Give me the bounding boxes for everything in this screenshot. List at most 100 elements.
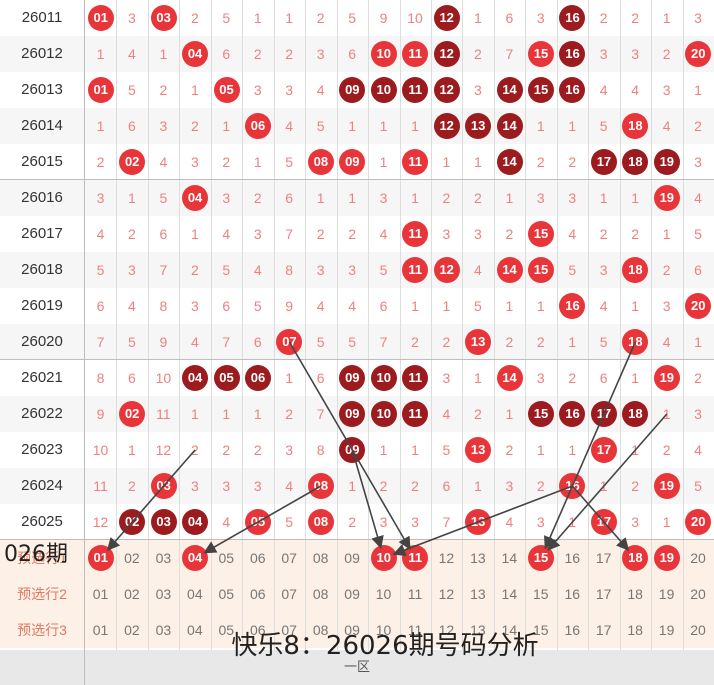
miss-count: 3	[505, 478, 514, 494]
prediction-cell[interactable]: 14	[501, 622, 518, 638]
prediction-cell[interactable]: 14	[501, 586, 518, 602]
drawn-ball: 14	[496, 77, 523, 103]
prediction-cell[interactable]: 13	[470, 586, 486, 602]
prediction-cell[interactable]: 07	[281, 622, 297, 638]
picked-ball[interactable]: 15	[528, 545, 555, 571]
drawn-ball: 13	[465, 509, 492, 535]
miss-count: 2	[473, 406, 482, 422]
prediction-cell[interactable]: 13	[470, 550, 486, 566]
column-divider	[84, 0, 85, 650]
prediction-cell[interactable]: 05	[218, 622, 235, 638]
miss-count: 10	[407, 10, 423, 26]
prediction-cell[interactable]: 03	[155, 586, 172, 602]
drawn-ball: 15	[528, 221, 555, 247]
miss-count: 5	[568, 262, 577, 278]
prediction-cell[interactable]: 07	[281, 586, 297, 602]
miss-count: 4	[662, 118, 671, 134]
prediction-cell[interactable]: 06	[249, 586, 266, 602]
prediction-cell[interactable]: 20	[690, 622, 706, 638]
prediction-cell[interactable]: 19	[658, 622, 675, 638]
miss-count: 4	[285, 478, 294, 494]
prediction-cell[interactable]: 08	[312, 550, 329, 566]
miss-count: 2	[662, 46, 671, 62]
prediction-cell[interactable]: 06	[249, 622, 266, 638]
prediction-cell[interactable]: 03	[155, 622, 172, 638]
drawn-ball: 11	[402, 257, 429, 283]
picked-ball[interactable]: 10	[370, 545, 397, 571]
prediction-cell[interactable]: 05	[218, 550, 235, 566]
prediction-cell[interactable]: 14	[501, 550, 518, 566]
prediction-cell[interactable]: 15	[533, 622, 549, 638]
prediction-cell[interactable]: 12	[438, 622, 455, 638]
miss-count: 1	[473, 154, 482, 170]
prediction-cell[interactable]: 17	[595, 586, 612, 602]
drawn-ball: 06	[244, 113, 271, 139]
prediction-cell[interactable]: 20	[690, 586, 706, 602]
draw-row	[0, 180, 714, 216]
miss-count: 1	[253, 10, 262, 26]
miss-count: 2	[316, 226, 325, 242]
prediction-cell[interactable]: 05	[218, 586, 235, 602]
prediction-cell[interactable]: 02	[124, 550, 140, 566]
issue-label: 26022	[21, 405, 63, 422]
prediction-cell[interactable]: 01	[92, 622, 109, 638]
prediction-row-label: 预选行1	[17, 550, 67, 566]
prediction-cell[interactable]: 08	[312, 586, 329, 602]
prediction-cell[interactable]: 15	[533, 586, 549, 602]
prediction-cell[interactable]: 02	[124, 622, 140, 638]
prediction-cell[interactable]: 03	[155, 550, 172, 566]
miss-count: 3	[536, 10, 545, 26]
prediction-cell[interactable]: 02	[124, 586, 140, 602]
miss-count: 7	[285, 226, 294, 242]
prediction-cell[interactable]: 11	[407, 586, 423, 602]
drawn-ball: 08	[307, 509, 334, 535]
prediction-cell[interactable]: 12	[438, 550, 455, 566]
miss-count: 1	[379, 442, 388, 458]
prediction-cell[interactable]: 10	[375, 622, 392, 638]
prediction-cell[interactable]: 16	[564, 586, 581, 602]
picked-ball[interactable]: 19	[653, 545, 680, 571]
prediction-cell[interactable]: 16	[564, 550, 581, 566]
miss-count: 4	[253, 262, 262, 278]
prediction-cell[interactable]: 16	[564, 622, 581, 638]
drawn-ball: 17	[590, 149, 617, 175]
miss-count: 2	[536, 154, 545, 170]
prediction-cell[interactable]: 20	[690, 550, 706, 566]
prediction-cell[interactable]: 17	[595, 622, 612, 638]
prediction-cell[interactable]: 09	[344, 586, 360, 602]
issue-label: 26023	[21, 441, 63, 458]
prediction-cell[interactable]: 06	[249, 550, 266, 566]
prediction-cell[interactable]: 09	[344, 550, 360, 566]
miss-count: 4	[694, 442, 702, 458]
picked-ball[interactable]: 04	[182, 545, 209, 571]
miss-count: 4	[473, 262, 482, 278]
miss-count: 5	[222, 10, 231, 26]
prediction-cell[interactable]: 01	[92, 586, 109, 602]
miss-count: 4	[96, 226, 105, 242]
prediction-cell[interactable]: 04	[187, 622, 203, 638]
prediction-cell[interactable]: 08	[312, 622, 329, 638]
prediction-cell[interactable]: 10	[375, 586, 392, 602]
drawn-ball: 14	[496, 113, 523, 139]
column-divider	[211, 0, 212, 650]
prediction-cell[interactable]: 11	[407, 622, 423, 638]
drawn-ball: 02	[119, 509, 146, 535]
prediction-cell[interactable]: 04	[187, 586, 203, 602]
miss-count: 4	[128, 46, 136, 62]
miss-count: 1	[379, 118, 388, 134]
prediction-cell[interactable]: 19	[658, 586, 675, 602]
prediction-cell[interactable]: 18	[627, 622, 643, 638]
picked-ball[interactable]: 01	[87, 545, 114, 571]
miss-count: 3	[222, 190, 231, 206]
prediction-cell[interactable]: 07	[281, 550, 297, 566]
drawn-ball: 10	[370, 401, 397, 427]
miss-count: 3	[316, 46, 325, 62]
prediction-cell[interactable]: 13	[470, 622, 486, 638]
prediction-cell[interactable]: 09	[344, 622, 360, 638]
miss-count: 1	[536, 118, 545, 134]
miss-count: 5	[316, 334, 325, 350]
prediction-cell[interactable]: 12	[438, 586, 455, 602]
prediction-cell[interactable]: 18	[627, 586, 643, 602]
column-divider	[274, 0, 275, 650]
prediction-cell[interactable]: 17	[595, 550, 612, 566]
